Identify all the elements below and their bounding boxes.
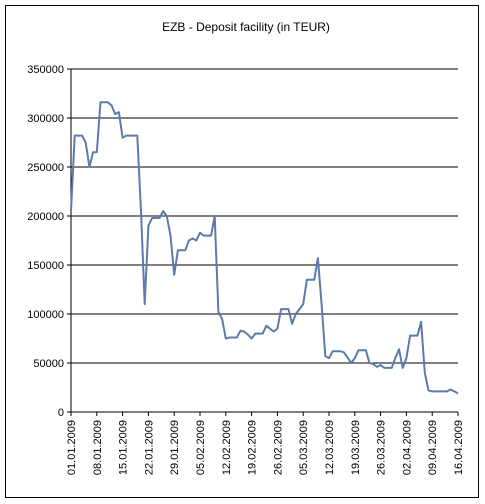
y-tick-label: 250000 bbox=[27, 162, 64, 174]
y-tick-label: 0 bbox=[58, 407, 64, 419]
series-lines bbox=[70, 101, 459, 395]
x-tick-label: 26.02.2009 bbox=[272, 420, 284, 475]
x-tick-label: 26.03.2009 bbox=[376, 420, 388, 475]
chart-title: EZB - Deposit facility (in TEUR) bbox=[162, 20, 330, 34]
x-tick-label: 08.01.2009 bbox=[92, 420, 104, 475]
x-tick-label: 05.03.2009 bbox=[298, 420, 310, 475]
y-tick-label: 100000 bbox=[27, 309, 64, 321]
x-tick-label: 09.04.2009 bbox=[427, 420, 439, 475]
x-tick-label: 01.01.2009 bbox=[66, 420, 78, 475]
x-tick-label: 19.02.2009 bbox=[247, 420, 259, 475]
grid-lines bbox=[67, 68, 458, 413]
x-tick-label: 29.01.2009 bbox=[169, 420, 181, 475]
y-tick-label: 350000 bbox=[27, 64, 64, 76]
series-line bbox=[70, 101, 459, 395]
y-axis-ticks: 0 50000 100000 150000 200000 250000 300000 3500… bbox=[27, 64, 64, 419]
x-tick-label: 15.01.2009 bbox=[118, 420, 130, 475]
y-tick-label: 200000 bbox=[27, 211, 64, 223]
x-tick-label: 22.01.2009 bbox=[143, 420, 155, 475]
x-axis-ticks: 01.01.2009 08.01.2009 15.01.2009 22.01.2009… bbox=[66, 412, 465, 475]
chart-frame bbox=[5, 5, 479, 498]
x-tick-label: 12.02.2009 bbox=[221, 420, 233, 475]
x-tick-label: 02.04.2009 bbox=[401, 420, 413, 475]
x-tick-label: 05.02.2009 bbox=[195, 420, 207, 475]
x-tick-label: 16.04.2009 bbox=[453, 420, 465, 475]
x-tick-label: 12.03.2009 bbox=[324, 420, 336, 475]
y-tick-label: 50000 bbox=[33, 358, 64, 370]
y-tick-label: 300000 bbox=[27, 113, 64, 125]
y-tick-label: 150000 bbox=[27, 260, 64, 272]
x-tick-label: 19.03.2009 bbox=[350, 420, 362, 475]
axes bbox=[70, 69, 458, 413]
